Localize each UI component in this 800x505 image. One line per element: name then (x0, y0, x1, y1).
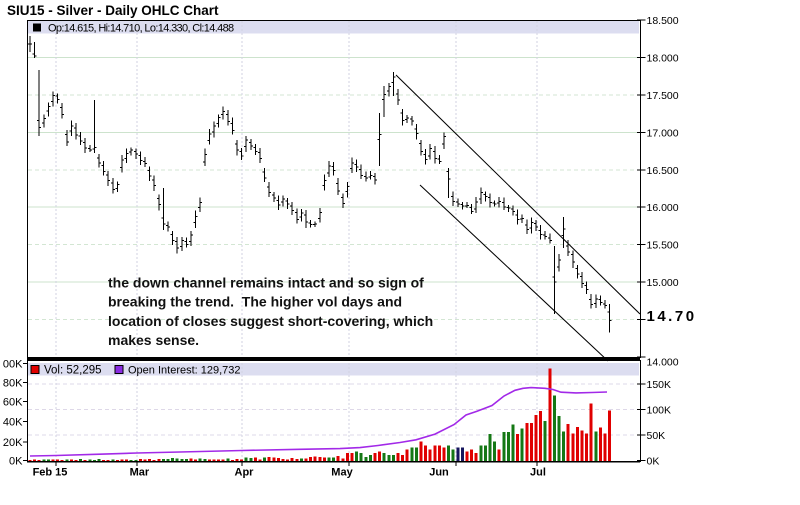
svg-text:0K: 0K (647, 456, 660, 468)
svg-text:15.000: 15.000 (647, 277, 679, 289)
svg-text:17.500: 17.500 (647, 90, 679, 102)
svg-text:100K: 100K (647, 405, 672, 417)
svg-text:40K: 40K (3, 417, 23, 429)
svg-text:Op:14.615, Hi:14.710, Lo:14.33: Op:14.615, Hi:14.710, Lo:14.330, Cl:14.4… (48, 23, 234, 35)
svg-text:60K: 60K (3, 397, 23, 409)
svg-text:50K: 50K (647, 430, 666, 442)
svg-text:15.500: 15.500 (647, 240, 679, 252)
svg-text:0K: 0K (9, 456, 23, 468)
svg-text:Jun: Jun (429, 467, 449, 479)
svg-text:18.500: 18.500 (647, 15, 679, 27)
svg-text:16.000: 16.000 (647, 202, 679, 214)
svg-text:20K: 20K (3, 437, 23, 449)
svg-text:makes sense.: makes sense. (108, 332, 199, 348)
svg-text:14.70: 14.70 (647, 308, 697, 325)
svg-text:150K: 150K (647, 379, 672, 391)
svg-text:80K: 80K (3, 378, 23, 390)
svg-text:16.500: 16.500 (647, 165, 679, 177)
svg-text:00K: 00K (3, 359, 23, 371)
svg-text:Mar: Mar (130, 467, 150, 479)
svg-text:14.000: 14.000 (647, 357, 679, 369)
svg-text:Apr: Apr (235, 467, 255, 479)
svg-text:Open Interest: 129,732: Open Interest: 129,732 (128, 365, 241, 377)
svg-text:Vol: 52,295: Vol: 52,295 (44, 365, 102, 377)
svg-text:18.000: 18.000 (647, 52, 679, 64)
svg-text:the down channel remains intac: the down channel remains intact and so s… (108, 275, 424, 291)
svg-text:Jul: Jul (530, 467, 546, 479)
svg-text:location of closes suggest sho: location of closes suggest short-coverin… (108, 313, 433, 329)
svg-text:Feb 15: Feb 15 (33, 467, 68, 479)
svg-text:SIU15 - Silver - Daily OHLC Ch: SIU15 - Silver - Daily OHLC Chart (7, 3, 219, 18)
svg-text:May: May (331, 467, 353, 479)
svg-text:breaking the trend. The highe: breaking the trend. The higher vol days … (108, 294, 402, 310)
svg-text:17.000: 17.000 (647, 127, 679, 139)
